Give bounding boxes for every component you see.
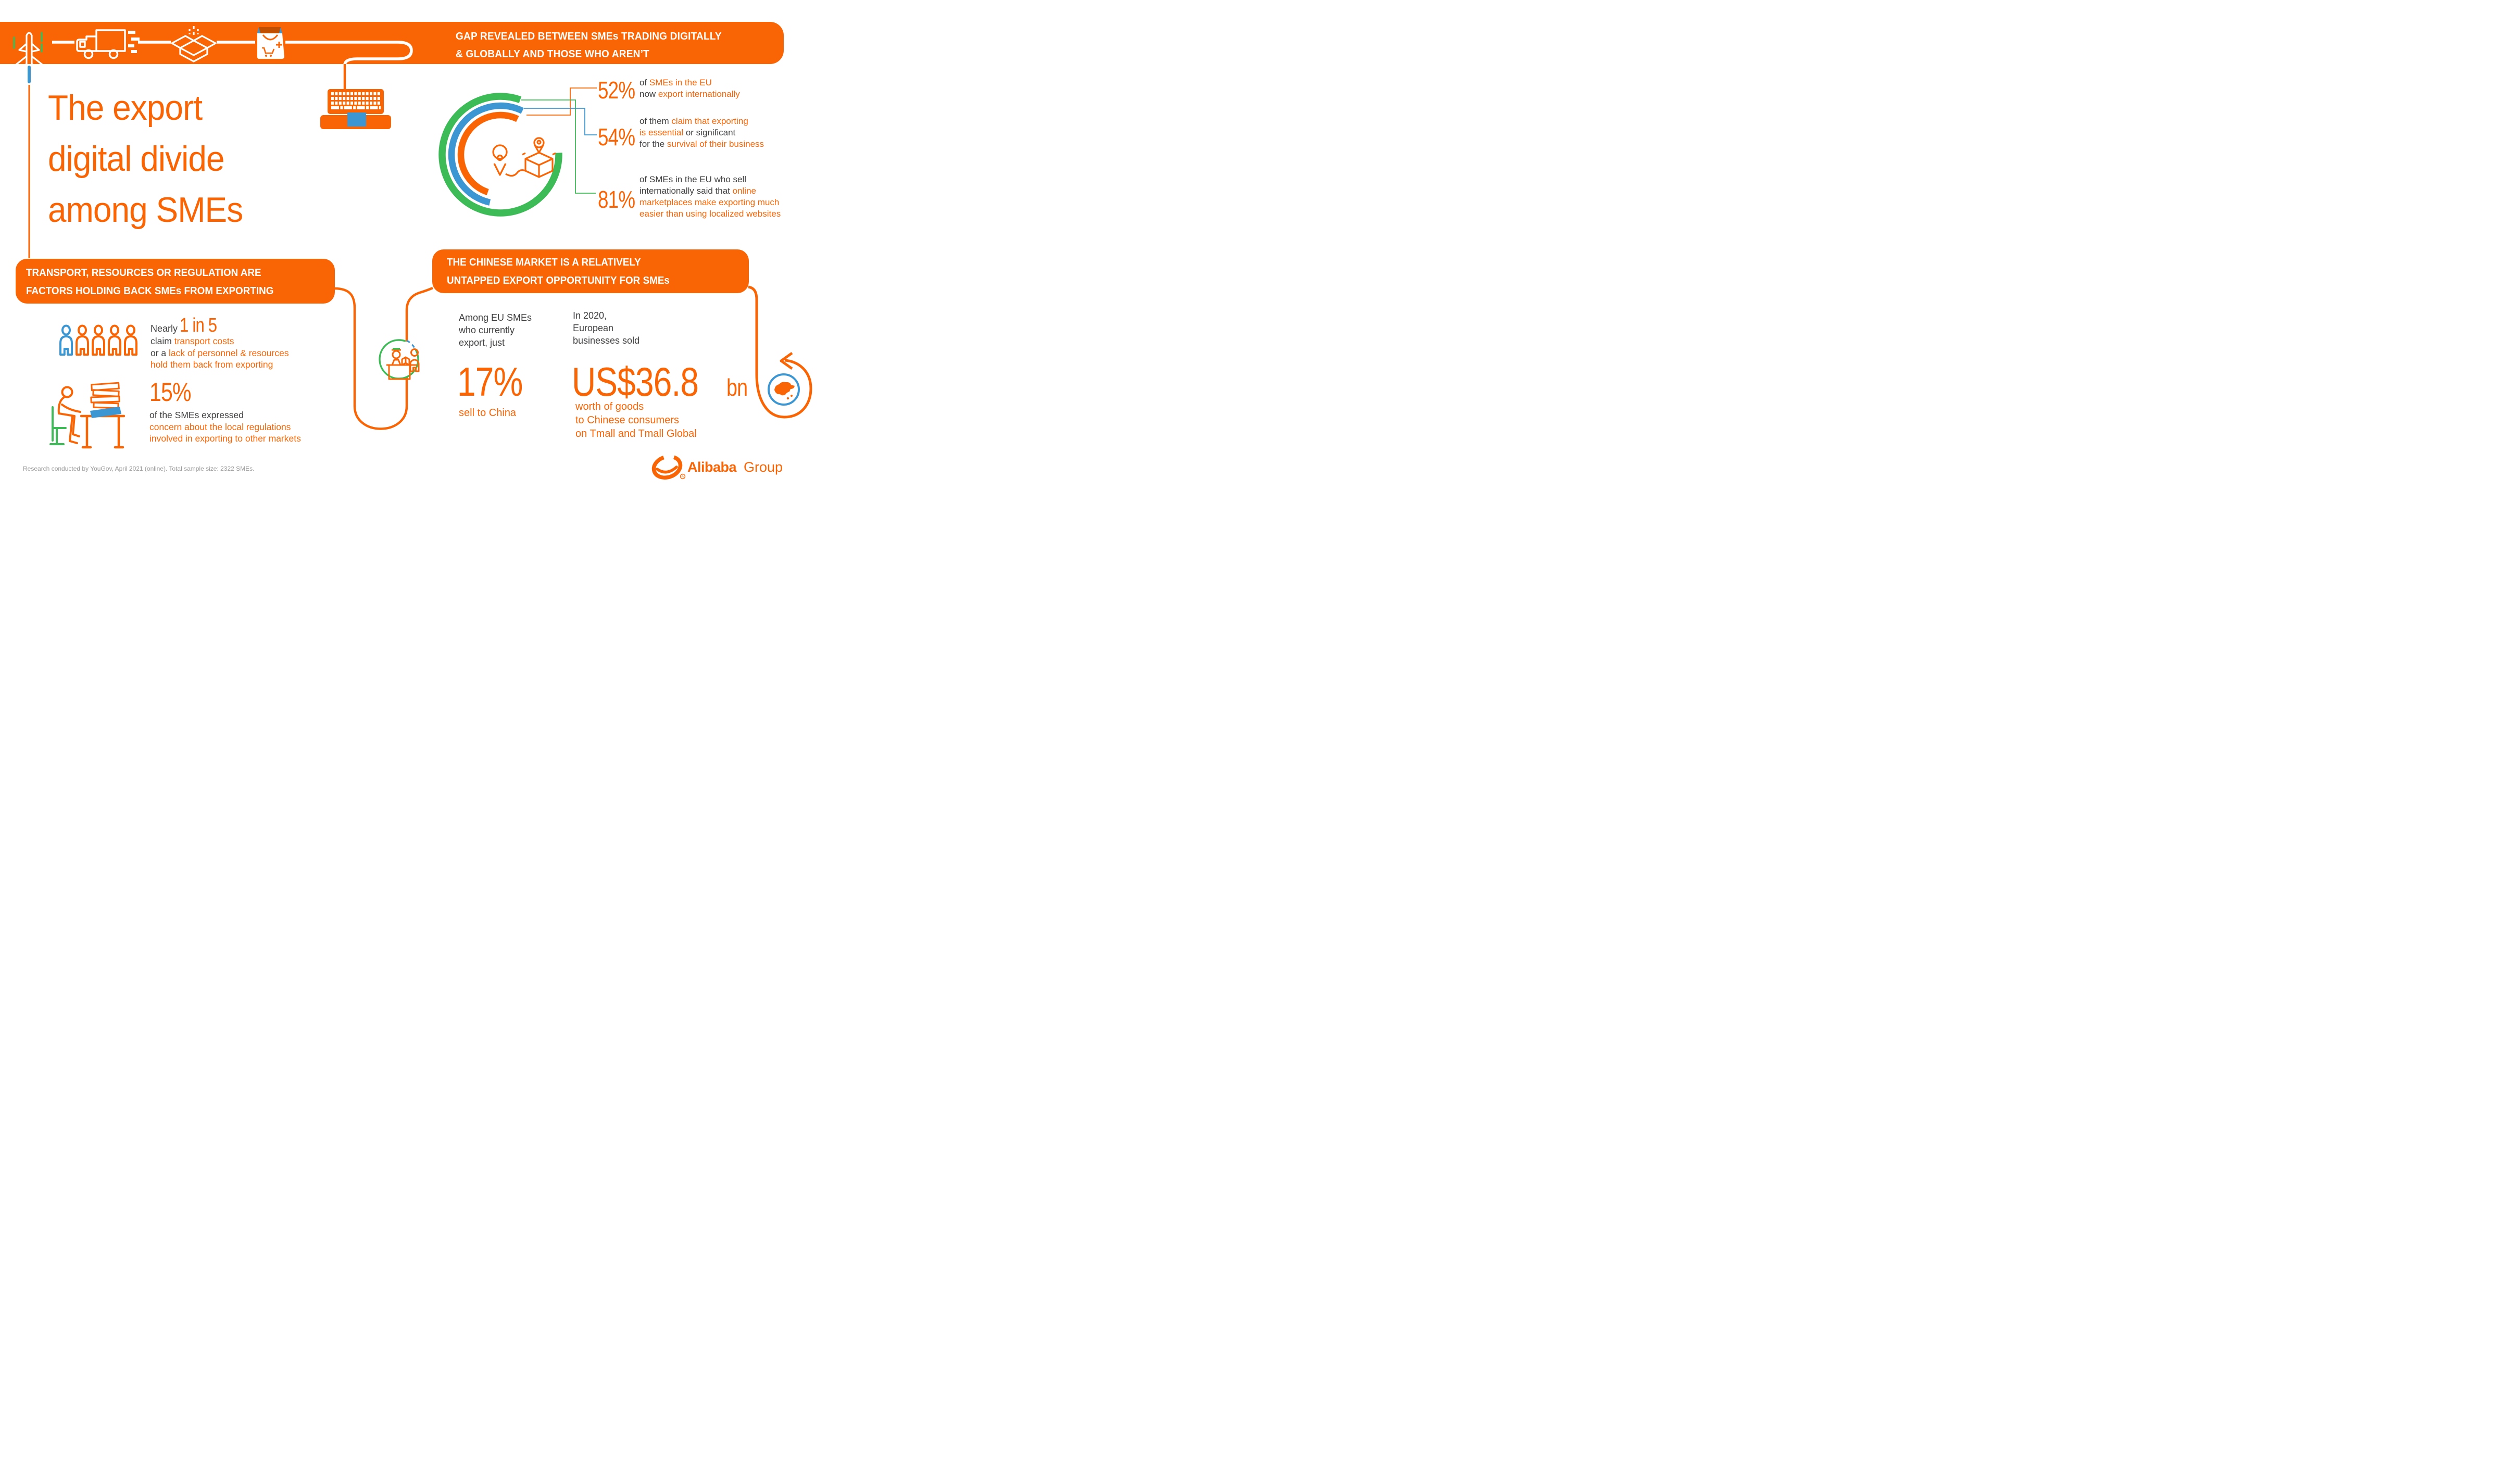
globe-circle: [768, 373, 800, 406]
top-banner-headline: GAP REVEALED BETWEEN SMEs TRADING DIGITA…: [456, 28, 775, 63]
officer-cap-band: [393, 348, 400, 350]
logo-brand-bold: Alibaba: [687, 459, 737, 475]
donut-arc-54: [448, 102, 553, 207]
stat-81-value: 81%: [598, 186, 635, 213]
donut-chart: [438, 87, 597, 217]
banner-u-connector: [334, 286, 433, 430]
infographic-canvas: GAP REVEALED BETWEEN SMEs TRADING DIGITA…: [0, 0, 817, 485]
stat-54-value: 54%: [598, 123, 635, 150]
route-pin-box-icon: [492, 137, 556, 178]
stat-81-desc: of SMEs in the EU who sell internationall…: [639, 174, 781, 219]
asia-map-shape: [774, 382, 795, 396]
person-icon: [108, 324, 121, 356]
tmall-value-unit: bn: [726, 374, 748, 401]
one-in-five-desc: claim transport costs or a lack of person…: [150, 336, 289, 370]
swirl-globe: [748, 285, 812, 419]
china-17-value: 17%: [457, 359, 523, 405]
one-in-five-value: 1 in 5: [180, 315, 217, 336]
person-icon: [124, 324, 137, 356]
svg-text:R: R: [682, 476, 684, 479]
customs-check-icon: [379, 339, 420, 380]
alibaba-logo-icon: R: [651, 455, 686, 480]
stat-52-desc: of SMEs in the EU now export internationa…: [639, 78, 740, 99]
fifteen-value: 15%: [149, 378, 191, 407]
tmall-value: US$36.8 bn: [572, 358, 752, 406]
china-banner: THE CHINESE MARKET IS A RELATIVELY UNTAP…: [432, 249, 749, 293]
person-icon: [76, 324, 89, 356]
fifteen-desc: of the SMEs expressed concern about the l…: [149, 410, 301, 444]
china-intro-a: Among EU SMEs who currently export, just: [459, 312, 532, 348]
headline-line-1: GAP REVEALED BETWEEN SMEs TRADING DIGITA…: [456, 30, 722, 42]
arrow-left-icon: [780, 351, 793, 370]
laptop-icon: [320, 89, 391, 129]
tmall-value-main: US$36.8: [572, 359, 699, 405]
person-icon-blue: [59, 324, 73, 356]
sell-to-china-caption: sell to China: [459, 407, 517, 419]
footer-note: Research conducted by YouGov, April 2021…: [23, 465, 255, 472]
factors-banner: TRANSPORT, RESOURCES OR REGULATION ARE F…: [16, 259, 335, 304]
one-in-five-people-icons: [59, 324, 137, 356]
stat-52-value: 52%: [598, 77, 635, 104]
donut-leader-lines: [521, 87, 597, 194]
headline-line-2: & GLOBALLY AND THOSE WHO AREN’T: [456, 48, 649, 60]
logo-brand-regular: Group: [744, 459, 783, 475]
one-in-five-prefix: Nearly: [150, 323, 178, 334]
person-icon: [92, 324, 105, 356]
regulations-desk-icon: [49, 382, 126, 449]
donut-arc-81: [438, 93, 562, 217]
page-title: The export digital divide among SMEs: [48, 88, 243, 230]
china-intro-b: In 2020, European businesses sold: [573, 310, 640, 346]
tmall-caption: worth of goods to Chinese consumers on Tma…: [575, 401, 697, 439]
donut-arc-52: [457, 111, 544, 198]
stat-54-desc: of them claim that exporting is essential…: [639, 116, 764, 149]
one-in-five-block: Nearly 1 in 5: [150, 315, 225, 337]
